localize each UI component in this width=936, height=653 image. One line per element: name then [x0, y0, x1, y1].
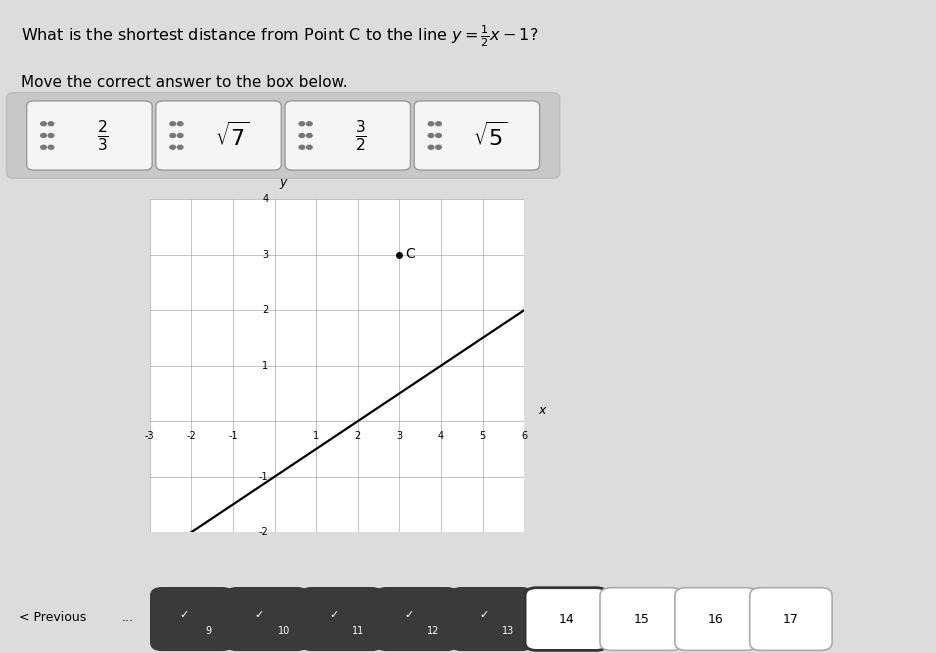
Text: x: x — [539, 404, 546, 417]
Text: $\sqrt{5}$: $\sqrt{5}$ — [473, 121, 507, 150]
Text: 12: 12 — [427, 626, 440, 636]
Text: 2: 2 — [262, 305, 269, 315]
Text: < Previous: < Previous — [19, 611, 86, 624]
Text: ...: ... — [122, 611, 134, 624]
Text: 13: 13 — [502, 626, 515, 636]
Text: 3: 3 — [262, 249, 269, 260]
Text: $\sqrt{7}$: $\sqrt{7}$ — [214, 121, 249, 150]
Text: 6: 6 — [521, 431, 527, 441]
Text: 15: 15 — [634, 613, 649, 626]
Text: -3: -3 — [145, 431, 154, 441]
Text: What is the shortest distance from Point C to the line $y=\frac{1}{2}x-1$?: What is the shortest distance from Point… — [21, 23, 538, 48]
Text: 5: 5 — [479, 431, 486, 441]
Text: 4: 4 — [438, 431, 444, 441]
Text: ✓: ✓ — [180, 610, 189, 620]
Text: C: C — [405, 247, 416, 261]
Text: 1: 1 — [262, 360, 269, 371]
Text: 3: 3 — [396, 431, 402, 441]
Text: 1: 1 — [314, 431, 319, 441]
Text: -2: -2 — [258, 527, 269, 537]
Text: 11: 11 — [352, 626, 365, 636]
Text: ✓: ✓ — [329, 610, 339, 620]
Text: 10: 10 — [277, 626, 290, 636]
Text: ✓: ✓ — [479, 610, 489, 620]
Text: Move the correct answer to the box below.: Move the correct answer to the box below… — [21, 75, 347, 90]
Text: 17: 17 — [783, 613, 798, 626]
Text: 2: 2 — [355, 431, 361, 441]
Text: y: y — [280, 176, 287, 189]
Text: 4: 4 — [262, 194, 269, 204]
Text: 9: 9 — [206, 626, 212, 636]
Text: 14: 14 — [559, 613, 574, 626]
Text: -1: -1 — [228, 431, 238, 441]
Text: -1: -1 — [258, 471, 269, 482]
Text: ✓: ✓ — [404, 610, 414, 620]
Text: $\frac{2}{3}$: $\frac{2}{3}$ — [96, 118, 109, 153]
Text: 16: 16 — [709, 613, 724, 626]
Text: -2: -2 — [186, 431, 197, 441]
Text: $\frac{3}{2}$: $\frac{3}{2}$ — [355, 118, 367, 153]
Text: ✓: ✓ — [255, 610, 264, 620]
